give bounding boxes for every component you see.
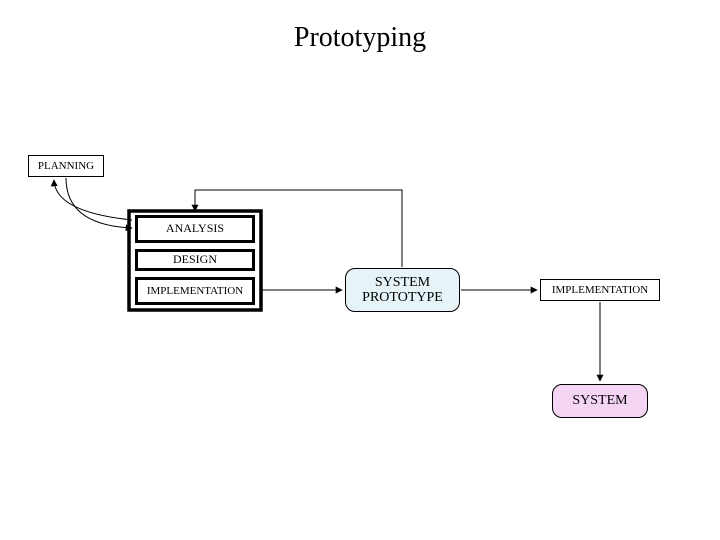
node-design-label: DESIGN	[173, 253, 217, 266]
node-system-label: SYSTEM	[572, 393, 627, 408]
node-impl1-label: IMPLEMENTATION	[147, 285, 243, 297]
node-impl2-label: IMPLEMENTATION	[552, 284, 648, 296]
edge-planning-to-analysis	[66, 178, 132, 228]
node-planning-label: PLANNING	[38, 160, 94, 172]
node-impl2: IMPLEMENTATION	[540, 279, 660, 301]
node-analysis: ANALYSIS	[135, 215, 255, 243]
diagram-title: Prototyping	[0, 22, 720, 54]
edge-analysis-back-to-planning	[54, 180, 132, 220]
node-prototype-label: SYSTEM PROTOTYPE	[346, 275, 459, 306]
node-system: SYSTEM	[552, 384, 648, 418]
node-design: DESIGN	[135, 249, 255, 271]
node-planning: PLANNING	[28, 155, 104, 177]
node-impl1: IMPLEMENTATION	[135, 277, 255, 305]
node-prototype: SYSTEM PROTOTYPE	[345, 268, 460, 312]
node-analysis-label: ANALYSIS	[166, 222, 224, 235]
